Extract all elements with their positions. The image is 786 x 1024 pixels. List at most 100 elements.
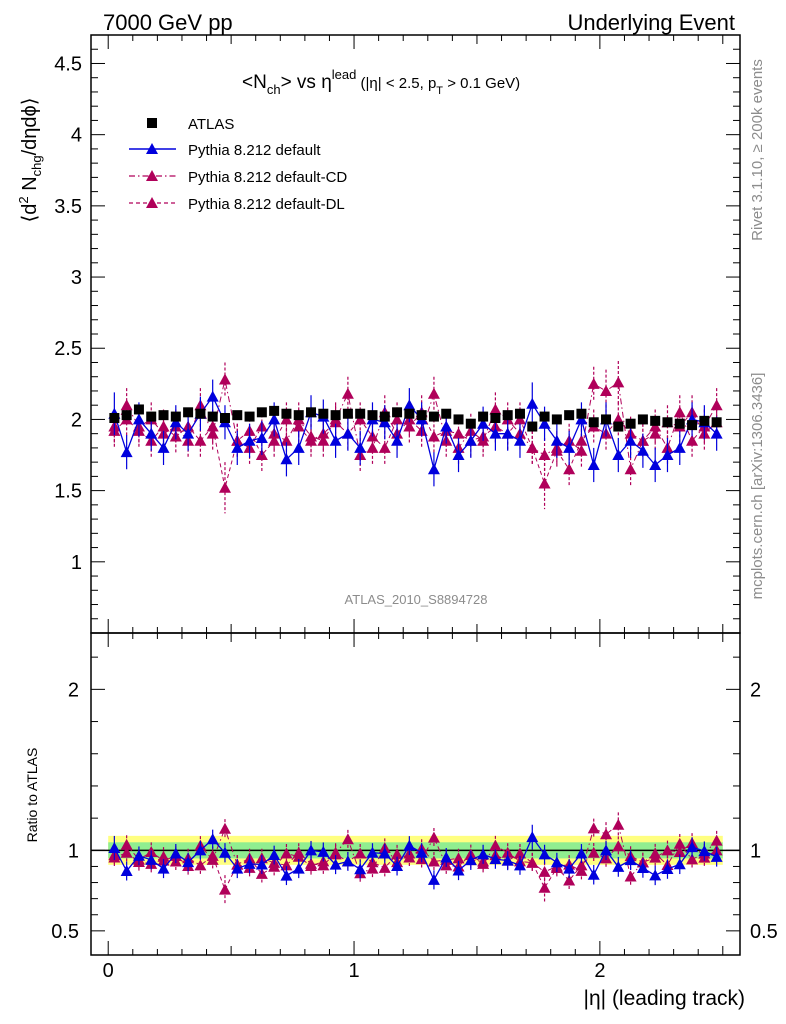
legend-item-default-cd: Pythia 8.212 default-CD — [129, 169, 347, 186]
y-tick-label-ratio: 0.5 — [51, 921, 79, 943]
y-tick-label-main: 1 — [71, 552, 82, 574]
series-1-point — [157, 862, 170, 874]
series-2-point — [649, 847, 662, 859]
series-1-point — [501, 854, 514, 866]
legend: ATLAS Pythia 8.212 default Pythia 8.212 … — [129, 116, 347, 213]
y-tick-label-ratio-right: 1 — [750, 840, 761, 862]
series-1-point — [440, 420, 453, 432]
series-0-point — [453, 414, 464, 425]
series-0-point — [588, 417, 599, 428]
y-tick-label-main: 2.5 — [54, 338, 82, 360]
series-0-point — [342, 408, 353, 419]
series-1-point — [231, 862, 244, 874]
series-2-point — [710, 399, 723, 411]
series-0-point — [478, 411, 489, 422]
series-2-point — [624, 463, 637, 475]
series-3-point — [427, 430, 440, 442]
series-2-point — [280, 434, 293, 446]
series-1-point — [636, 862, 649, 874]
series-1-point — [489, 853, 502, 865]
series-1-point — [366, 846, 379, 858]
series-2-point — [305, 857, 318, 869]
legend-item-atlas: ATLAS — [147, 116, 234, 133]
series-2-point — [587, 377, 600, 389]
series-0-point — [244, 411, 255, 422]
y-tick-label-main: 3.5 — [54, 196, 82, 218]
series-1-point — [132, 849, 145, 861]
series-1-point — [489, 427, 502, 439]
series-0-point — [662, 417, 673, 428]
y-tick-label-main: 4 — [71, 125, 82, 147]
title-main-sup: lead — [332, 67, 357, 82]
series-1-point — [206, 833, 219, 845]
series-1-point — [501, 427, 514, 439]
series-2-point — [649, 420, 662, 432]
series-1-point — [513, 859, 526, 871]
series-0-point — [625, 418, 636, 429]
x-tick-label: 0 — [103, 960, 114, 982]
series-2-point — [329, 846, 342, 858]
series-0-point — [293, 410, 304, 421]
series-1-point — [243, 434, 256, 446]
series-1-point — [698, 845, 711, 857]
series-1-point — [661, 449, 674, 461]
series-0-point — [195, 408, 206, 419]
series-0-point — [183, 407, 194, 418]
series-3-point — [427, 855, 440, 867]
series-1-point — [440, 851, 453, 863]
series-1-point — [108, 841, 121, 853]
series-2-point — [292, 846, 305, 858]
series-0-point — [379, 411, 390, 422]
series-2-point — [624, 870, 637, 882]
series-3-point — [661, 844, 674, 856]
series-3-point — [538, 881, 551, 893]
series-3-line — [114, 842, 717, 891]
title-condition-a: (|η| < 2.5, p — [356, 75, 436, 92]
series-1-point — [329, 434, 342, 446]
series-0-point — [637, 414, 648, 425]
series-1-point — [612, 860, 625, 872]
series-1-point — [624, 434, 637, 446]
series-1-point — [378, 847, 391, 859]
series-0-point — [711, 417, 722, 428]
series-1-point — [354, 441, 367, 453]
series-0-point — [564, 410, 575, 421]
series-1-point — [268, 849, 281, 861]
series-3-point — [292, 420, 305, 432]
series-0-point — [158, 410, 169, 421]
series-1-point — [538, 848, 551, 860]
y-tick-label-ratio: 1 — [68, 840, 79, 862]
series-0-point — [416, 410, 427, 421]
series-0-point — [465, 418, 476, 429]
series-2-point — [366, 862, 379, 874]
title-main-mid: > vs η — [281, 72, 332, 93]
series-3-point — [268, 434, 281, 446]
series-0-point — [490, 413, 501, 424]
series-3-point — [218, 883, 231, 895]
series-1-point — [317, 845, 330, 857]
series-1-point — [710, 850, 723, 862]
series-3-point — [563, 874, 576, 886]
series-0-point — [502, 410, 513, 421]
series-1-line — [113, 395, 718, 472]
series-0-point — [207, 411, 218, 422]
title-condition-b: > 0.1 GeV) — [443, 75, 520, 92]
series-0-point — [269, 405, 280, 416]
series-1-point — [255, 431, 268, 443]
series-2-point — [673, 837, 686, 849]
series-1-point — [145, 853, 158, 865]
series-2-point — [218, 822, 231, 834]
series-1-point — [169, 847, 182, 859]
series-1-point — [120, 446, 133, 458]
series-1-point — [280, 869, 293, 881]
series-2-line — [113, 379, 718, 472]
series-0-point — [514, 408, 525, 419]
series-1-point — [243, 857, 256, 869]
y-tick-label-ratio-right: 0.5 — [750, 921, 778, 943]
series-1-point — [292, 441, 305, 453]
series-2-point — [686, 434, 699, 446]
series-1-point — [526, 831, 539, 843]
legend-marker-default-cd — [146, 170, 158, 181]
series-1-point — [538, 417, 551, 429]
series-2-point — [218, 373, 231, 385]
